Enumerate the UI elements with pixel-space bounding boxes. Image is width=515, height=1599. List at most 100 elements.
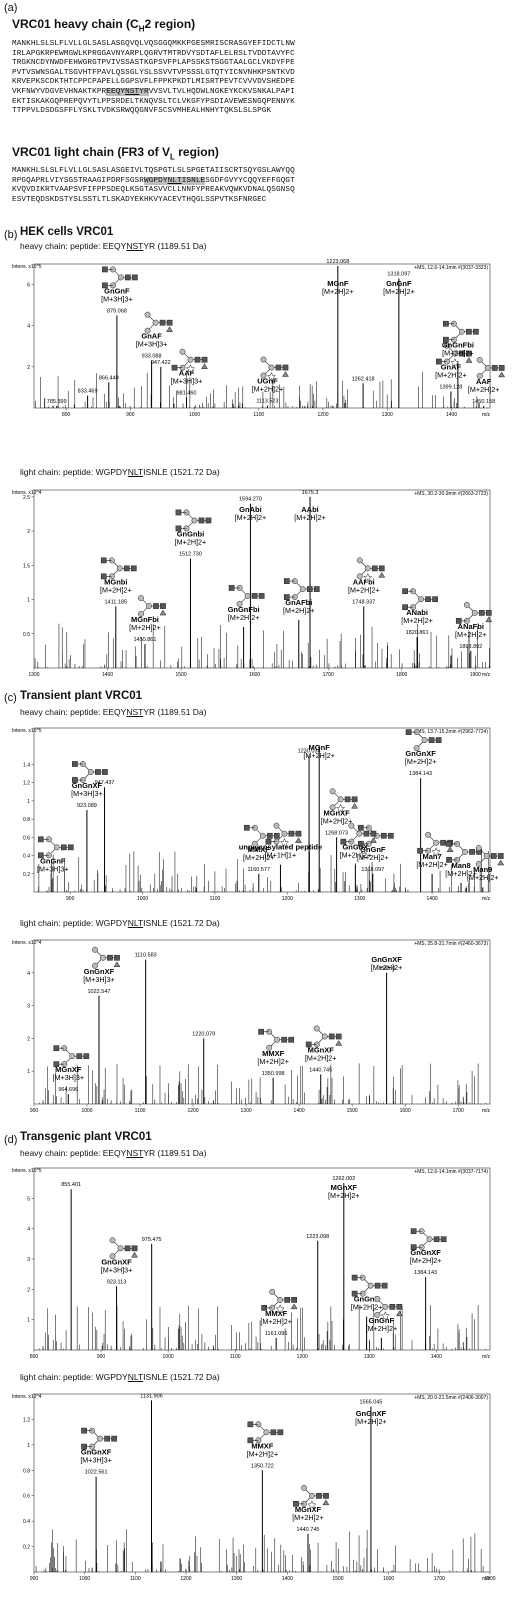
- glcnac-square: [37, 852, 44, 859]
- y-tick-label: 5: [27, 1196, 30, 1202]
- y-tick-label: 2.5: [23, 495, 30, 501]
- glcnac-square: [459, 350, 465, 357]
- x-tick-label: 1600: [383, 1576, 394, 1582]
- sub-pre: light chain: peptide: WGPDY: [20, 918, 128, 928]
- peak-glycoform-label: ANabi: [406, 608, 428, 617]
- glcnac-square: [466, 328, 472, 335]
- sub-pre: light chain: peptide: WGPDY: [20, 1372, 128, 1382]
- mannose-circle: [260, 356, 267, 363]
- peak-mz-label: 1820.861: [406, 630, 429, 636]
- glcnac-square: [288, 830, 295, 837]
- spectrum-header: +MS, 20.0-21.5min #(2406-3007): [414, 1395, 488, 1401]
- fucose-triangle: [446, 846, 454, 853]
- peak-mz-label: 923.089: [77, 803, 97, 809]
- heavy-seq-line: MANKHLSLSLFLVLLGLSASLASGQVQLVQSGGQMKKPGE…: [12, 40, 295, 48]
- glcnac-square: [275, 364, 282, 371]
- glcnac-square: [100, 573, 107, 580]
- glycan-icon: [305, 1025, 343, 1048]
- peak-glycoform-label: Man7: [423, 852, 442, 861]
- peak-mz-label: 1223.068: [326, 259, 349, 265]
- light-seq-line2-pre: RPGQAPRLVIYSGSTRAAGIPDRFSGSR: [12, 176, 144, 185]
- glcnac-square: [160, 603, 166, 609]
- x-axis-unit: m/z: [482, 412, 491, 418]
- x-tick-label: 1500: [332, 1576, 343, 1582]
- panel-b-light-subtitle: light chain: peptide: WGPDYNLTISNLE (152…: [20, 467, 220, 477]
- peak-glycoform-label: MGnXF: [308, 1045, 335, 1054]
- mannose-circle: [263, 1429, 270, 1436]
- glcnac-square: [153, 603, 159, 609]
- x-tick-label: 1800: [484, 1576, 495, 1582]
- heavy-chain-title-post: 2 region): [144, 17, 196, 31]
- y-tick-label: 4: [27, 971, 30, 977]
- peak-mz-label: 933.088: [142, 354, 162, 360]
- heavy-seq-line: EKTISKAKGQPREPQVYTLPPSRDELTKNQVSLTCLVKGF…: [12, 97, 295, 106]
- heavy-seq-line: PVTVSWNSGALTSGVHTFPAVLQSSGLYSLSSVVTVPSSS…: [12, 68, 295, 77]
- mannose-circle: [483, 853, 490, 859]
- x-tick-label: 1700: [434, 1576, 445, 1582]
- x-tick-label: 1400: [431, 1354, 442, 1360]
- glcnac-square: [305, 1041, 312, 1048]
- glcnac-square: [446, 841, 452, 847]
- glycan-icon: [405, 729, 442, 752]
- spectrum-header: +MS, 25.8-31.7min #(2460-3673): [414, 941, 488, 947]
- y-tick-label: 6: [27, 283, 30, 289]
- glcnac-square: [440, 839, 446, 846]
- panel-c-label: (c): [4, 692, 17, 704]
- glcnac-square: [273, 832, 280, 839]
- peak-glycoform-label: UGnF: [257, 377, 278, 386]
- heavy-sequon: NST: [125, 87, 140, 96]
- xylose-star: [363, 572, 373, 583]
- y-tick-label: 1: [27, 799, 30, 805]
- x-tick-label: 800: [62, 412, 71, 418]
- xylose-star: [335, 803, 346, 813]
- light-sequon: NLT: [167, 176, 182, 185]
- peak-mz-label: 1893.892: [459, 644, 482, 650]
- peak-mz-label: 833.469: [78, 389, 98, 395]
- peak-ion-label: [M+2H]2+: [351, 1303, 383, 1312]
- glcnac-square: [281, 1036, 287, 1043]
- panel-a-label: (a): [4, 2, 18, 14]
- mannose-circle: [337, 796, 344, 803]
- y-tick-label: 2: [27, 1287, 30, 1293]
- panel-d-light-subtitle: light chain: peptide: WGPDYNLTISNLE (152…: [20, 1372, 220, 1382]
- mannose-circle: [187, 356, 194, 363]
- y-tick-label: 0.6: [23, 1494, 30, 1500]
- peak-ion-label: [M+2H]2+: [294, 513, 326, 522]
- peak-ion-label: [M+2H]2+: [235, 513, 267, 522]
- mannose-circle: [382, 1303, 389, 1310]
- peak-ion-label: [M+3H]3+: [37, 864, 69, 873]
- mannose-circle: [329, 804, 336, 811]
- x-tick-label: 1400: [427, 896, 438, 902]
- glcnac-square: [323, 1493, 329, 1499]
- peak-ion-label: [M+2H]2+: [355, 1417, 387, 1426]
- mannose-circle: [313, 1025, 320, 1032]
- light-chain-title-pre: VRC01 light chain (FR3 of V: [12, 145, 171, 159]
- peak-glycoform-label: AAFbi: [353, 577, 375, 586]
- x-tick-label: 1200: [317, 412, 328, 418]
- glcnac-square: [306, 586, 313, 592]
- peak-glycoform-label: GnGnF: [104, 286, 130, 295]
- sub-post: ISNLE (1521.72 Da): [143, 467, 220, 477]
- peak-ion-label: [M+2H]2+: [442, 349, 474, 358]
- mannose-circle: [69, 1053, 76, 1060]
- glcnac-square: [313, 586, 320, 592]
- panel-c-title: Transient plant VRC01: [20, 690, 143, 702]
- heavy-seq-line: KRVEPKSCDKTHTCPPCPAPELLGGPSVFLFPPKPKDTLM…: [12, 78, 295, 87]
- spectrum-header: +MS, 13.7-15.2min #(2962-7724): [414, 729, 488, 735]
- peak-ion-label: [M+1H]1+: [265, 851, 297, 860]
- heavy-chain-title-pre: VRC01 heavy chain (C: [12, 17, 139, 31]
- glcnac-square: [370, 830, 377, 837]
- light-seq-line: KVQVDIKRTVAAPSVFIFPPSDEQLKSGTASVVCLLNNFY…: [12, 186, 295, 195]
- y-axis-label: Intens. x10^4: [12, 940, 42, 946]
- peak-ion-label: [M+2H]2+: [348, 585, 380, 594]
- glcnac-square: [446, 857, 452, 863]
- peak-glycoform-label: Man8: [451, 861, 470, 870]
- mannose-circle: [117, 274, 124, 281]
- glcnac-square: [316, 1493, 322, 1499]
- peak-ion-label: [M+2H]2+: [322, 287, 354, 296]
- peak-ion-label: [M+2H]2+: [366, 1324, 398, 1333]
- peak-mz-label: 1594.270: [239, 497, 262, 503]
- glcnac-square: [455, 618, 462, 624]
- mannose-circle: [299, 586, 306, 593]
- peak-ion-label: [M+2H]2+: [468, 385, 500, 394]
